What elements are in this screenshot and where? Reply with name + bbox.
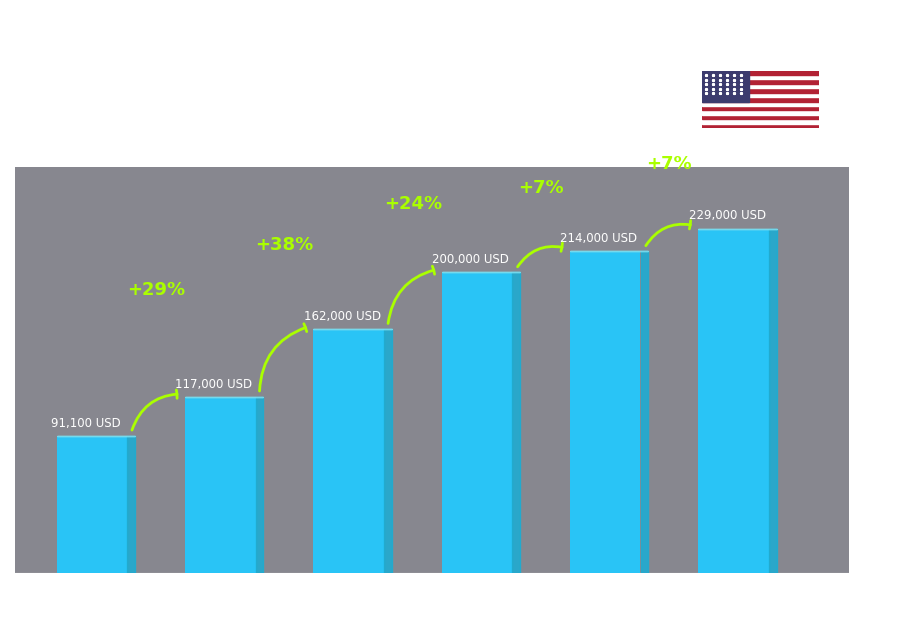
Bar [702, 97, 819, 101]
Bar [702, 106, 819, 110]
Bar [702, 93, 819, 97]
Bar [702, 88, 819, 93]
Text: Salary Comparison By Experience: Salary Comparison By Experience [36, 32, 612, 61]
Bar [702, 79, 819, 84]
Polygon shape [512, 272, 520, 572]
Bar [313, 329, 384, 572]
Text: +38%: +38% [256, 236, 313, 254]
Text: Quality Control Executive: Quality Control Executive [36, 87, 284, 106]
Text: 162,000 USD: 162,000 USD [303, 310, 381, 323]
Bar [185, 397, 256, 572]
Text: +7%: +7% [646, 154, 692, 173]
Bar [702, 115, 819, 119]
Bar [702, 71, 819, 75]
Text: 214,000 USD: 214,000 USD [560, 232, 637, 245]
Bar [702, 110, 819, 115]
Text: 91,100 USD: 91,100 USD [50, 417, 121, 429]
Text: Average Yearly Salary: Average Yearly Salary [859, 260, 868, 381]
Bar [702, 71, 749, 101]
Bar [442, 272, 512, 572]
Polygon shape [641, 251, 648, 572]
Polygon shape [127, 436, 135, 572]
Text: +7%: +7% [518, 179, 564, 197]
Bar [702, 84, 819, 88]
Text: 200,000 USD: 200,000 USD [432, 253, 508, 266]
Text: +29%: +29% [127, 281, 185, 299]
Bar [702, 101, 819, 106]
Text: 117,000 USD: 117,000 USD [176, 378, 252, 391]
Polygon shape [384, 329, 392, 572]
Bar [570, 251, 641, 572]
Polygon shape [769, 228, 777, 572]
Bar [702, 124, 819, 128]
Text: 229,000 USD: 229,000 USD [688, 210, 766, 222]
Bar [698, 228, 769, 572]
Text: salaryexplorer.com: salaryexplorer.com [377, 622, 523, 638]
Text: +24%: +24% [383, 196, 442, 213]
Bar [702, 75, 819, 79]
Bar [702, 119, 819, 124]
Bar [57, 436, 127, 572]
Text: salary: salary [383, 622, 436, 638]
Polygon shape [256, 397, 264, 572]
